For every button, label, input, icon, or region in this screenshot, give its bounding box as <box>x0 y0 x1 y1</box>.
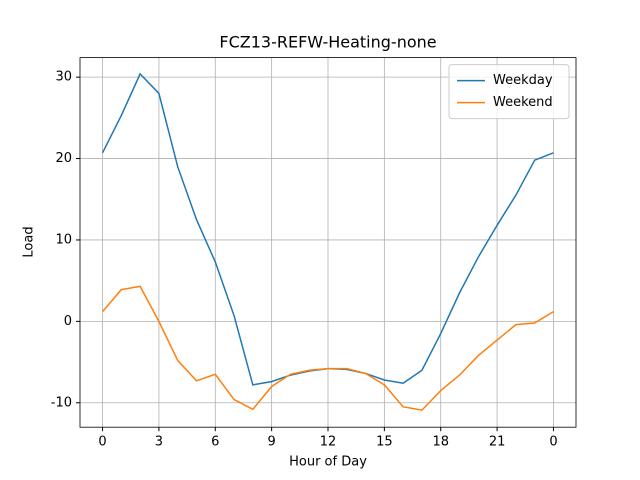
x-tick-label: 15 <box>376 435 393 450</box>
y-tick-label: 30 <box>55 70 72 85</box>
y-tick-label: -10 <box>51 395 72 410</box>
y-axis-label: Load <box>22 226 37 257</box>
x-tick-label: 9 <box>267 435 275 450</box>
plot-frame <box>79 57 577 428</box>
x-tick-label: 6 <box>211 435 219 450</box>
x-tick-label: 21 <box>489 435 506 450</box>
legend-label: Weekend <box>493 95 553 110</box>
legend-label: Weekday <box>493 73 553 88</box>
x-axis-label: Hour of Day <box>289 455 367 470</box>
x-tick-label: 0 <box>98 435 106 450</box>
y-tick-label: 10 <box>55 232 72 247</box>
y-tick-label: 20 <box>55 151 72 166</box>
legend: Weekday Weekend <box>448 64 570 120</box>
data-line <box>101 285 554 411</box>
x-tick-label: 3 <box>155 435 163 450</box>
x-tick-label: 18 <box>432 435 449 450</box>
legend-box <box>448 64 570 120</box>
x-tick-label: 12 <box>320 435 337 450</box>
x-tick-label: 0 <box>549 435 557 450</box>
y-tick-label: 0 <box>64 314 72 329</box>
chart-title: FCZ13-REFW-Heating-none <box>219 33 436 52</box>
